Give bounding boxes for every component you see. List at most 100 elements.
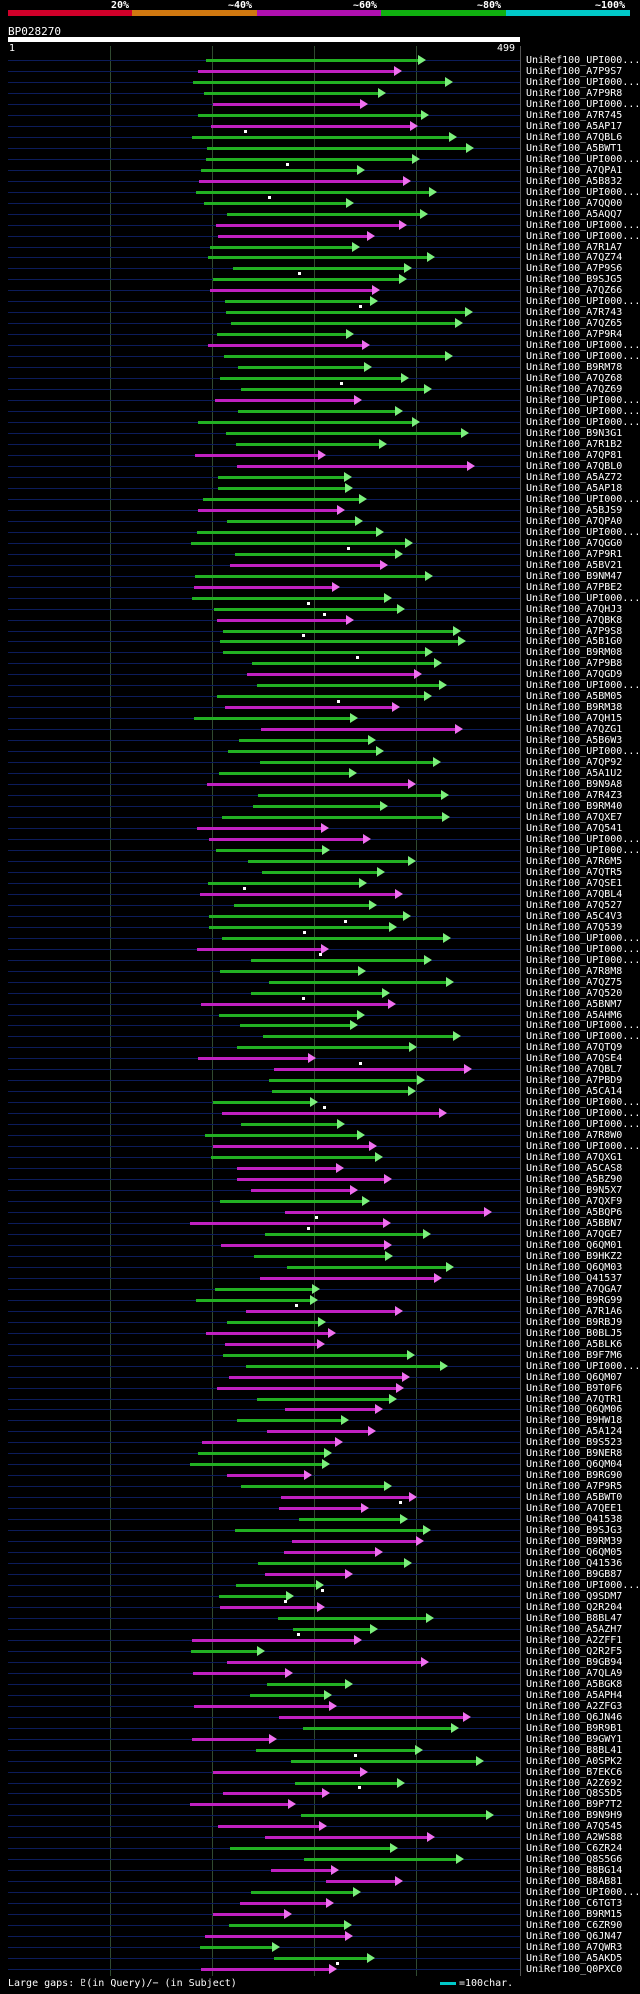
hit-label[interactable]: UniRef100_A7QP81 bbox=[526, 449, 623, 461]
hit-label[interactable]: UniRef100_A5APH4 bbox=[526, 1689, 623, 1701]
alignment-hit[interactable] bbox=[197, 526, 384, 537]
alignment-hit[interactable] bbox=[209, 833, 371, 844]
alignment-hit[interactable] bbox=[192, 129, 457, 142]
alignment-hit[interactable] bbox=[274, 1953, 375, 1964]
alignment-hit[interactable] bbox=[201, 996, 396, 1009]
hit-label[interactable]: UniRef100_UPI000... bbox=[526, 98, 640, 110]
alignment-hit[interactable] bbox=[210, 285, 380, 296]
hit-label[interactable]: UniRef100_Q0PXC0 bbox=[526, 1964, 623, 1976]
hit-label[interactable]: UniRef100_B9RBJ9 bbox=[526, 1316, 623, 1328]
alignment-hit[interactable] bbox=[291, 1753, 484, 1766]
alignment-hit[interactable] bbox=[195, 449, 326, 460]
hit-label[interactable]: UniRef100_A5AQQ7 bbox=[526, 208, 623, 220]
alignment-hit[interactable] bbox=[235, 1525, 431, 1536]
hit-label[interactable]: UniRef100_A7PBD9 bbox=[526, 1075, 623, 1087]
hit-label[interactable]: UniRef100_Q6QM07 bbox=[526, 1371, 623, 1383]
alignment-hit[interactable] bbox=[197, 943, 329, 954]
hit-label[interactable]: UniRef100_A5B6W3 bbox=[526, 735, 623, 747]
alignment-hit[interactable] bbox=[238, 362, 372, 373]
hit-label[interactable]: UniRef100_A7QGE7 bbox=[526, 1228, 623, 1240]
alignment-hit[interactable] bbox=[192, 592, 392, 603]
hit-label[interactable]: UniRef100_A7Q527 bbox=[526, 899, 623, 911]
hit-label[interactable]: UniRef100_A5BGK8 bbox=[526, 1678, 623, 1690]
alignment-hit[interactable] bbox=[217, 612, 354, 625]
alignment-hit[interactable] bbox=[208, 877, 367, 888]
alignment-hit[interactable] bbox=[190, 1459, 330, 1470]
hit-label[interactable]: UniRef100_Q6QM03 bbox=[526, 1261, 623, 1273]
hit-label[interactable]: UniRef100_UPI000... bbox=[526, 1580, 640, 1592]
hit-label[interactable]: UniRef100_A7R745 bbox=[526, 109, 623, 121]
hit-label[interactable]: UniRef100_A5A124 bbox=[526, 1426, 623, 1438]
alignment-hit[interactable] bbox=[223, 647, 433, 658]
hit-label[interactable]: UniRef100_A7QSE4 bbox=[526, 1053, 623, 1065]
hit-label[interactable]: UniRef100_A7PBE2 bbox=[526, 581, 623, 593]
hit-label[interactable]: UniRef100_UPI000... bbox=[526, 230, 640, 242]
hit-label[interactable]: UniRef100_A2WS88 bbox=[526, 1832, 623, 1844]
hit-label[interactable]: UniRef100_A5BM05 bbox=[526, 691, 623, 703]
hit-label[interactable]: UniRef100_A7QP92 bbox=[526, 757, 623, 769]
hit-label[interactable]: UniRef100_C6ZR24 bbox=[526, 1843, 623, 1855]
alignment-hit[interactable] bbox=[252, 656, 442, 669]
alignment-hit[interactable] bbox=[227, 1470, 312, 1481]
alignment-hit[interactable] bbox=[204, 195, 354, 208]
alignment-hit[interactable] bbox=[220, 1599, 325, 1612]
alignment-hit[interactable] bbox=[247, 669, 422, 680]
hit-label[interactable]: UniRef100_B9P7T2 bbox=[526, 1799, 623, 1811]
alignment-hit[interactable] bbox=[227, 1656, 429, 1667]
hit-label[interactable]: UniRef100_UPI000... bbox=[526, 1108, 640, 1120]
hit-label[interactable]: UniRef100_A7QBL7 bbox=[526, 1064, 623, 1076]
alignment-hit[interactable] bbox=[241, 1481, 392, 1492]
alignment-hit[interactable] bbox=[265, 1569, 353, 1580]
alignment-hit[interactable] bbox=[193, 1667, 293, 1678]
alignment-hit[interactable] bbox=[213, 1909, 292, 1920]
hit-label[interactable]: UniRef100_A7QEE1 bbox=[526, 1503, 623, 1515]
alignment-hit[interactable] bbox=[236, 1580, 324, 1591]
hit-label[interactable]: UniRef100_UPI000... bbox=[526, 1097, 640, 1109]
hit-label[interactable]: UniRef100_A7QLA9 bbox=[526, 1667, 623, 1679]
alignment-hit[interactable] bbox=[233, 263, 412, 274]
hit-label[interactable]: UniRef100_A5CAS8 bbox=[526, 1163, 623, 1175]
hit-label[interactable]: UniRef100_UPI000... bbox=[526, 219, 640, 231]
alignment-hit[interactable] bbox=[226, 428, 469, 439]
alignment-hit[interactable] bbox=[225, 296, 378, 307]
alignment-hit[interactable] bbox=[216, 219, 407, 230]
hit-label[interactable]: UniRef100_B0BLJ5 bbox=[526, 1327, 623, 1339]
alignment-hit[interactable] bbox=[223, 625, 461, 636]
hit-label[interactable]: UniRef100_UPI000... bbox=[526, 1141, 640, 1153]
hit-label[interactable]: UniRef100_B9RG99 bbox=[526, 1294, 623, 1306]
alignment-hit[interactable] bbox=[241, 382, 432, 395]
alignment-hit[interactable] bbox=[201, 162, 365, 175]
alignment-hit[interactable] bbox=[260, 1272, 442, 1283]
alignment-hit[interactable] bbox=[218, 482, 353, 493]
hit-label[interactable]: UniRef100_A5CA14 bbox=[526, 1086, 623, 1098]
alignment-hit[interactable] bbox=[287, 1261, 454, 1272]
alignment-hit[interactable] bbox=[220, 373, 409, 384]
hit-label[interactable]: UniRef100_A7R1A6 bbox=[526, 1305, 623, 1317]
alignment-hit[interactable] bbox=[203, 493, 367, 504]
hit-label[interactable]: UniRef100_A5BZ90 bbox=[526, 1174, 623, 1186]
hit-label[interactable]: UniRef100_Q6QM05 bbox=[526, 1547, 623, 1559]
alignment-hit[interactable] bbox=[225, 700, 400, 713]
hit-label[interactable]: UniRef100_A7P9S6 bbox=[526, 263, 623, 275]
alignment-hit[interactable] bbox=[236, 439, 387, 449]
hit-label[interactable]: UniRef100_A7QZ68 bbox=[526, 373, 623, 385]
hit-label[interactable]: UniRef100_UPI000... bbox=[526, 1887, 640, 1899]
alignment-hit[interactable] bbox=[278, 1612, 434, 1623]
hit-label[interactable]: UniRef100_UPI000... bbox=[526, 943, 640, 955]
alignment-hit[interactable] bbox=[271, 1865, 339, 1876]
alignment-hit[interactable] bbox=[301, 1810, 494, 1821]
alignment-hit[interactable] bbox=[246, 1303, 403, 1316]
hit-label[interactable]: UniRef100_Q9SDM7 bbox=[526, 1591, 623, 1602]
alignment-hit[interactable] bbox=[220, 634, 466, 647]
alignment-hit[interactable] bbox=[237, 460, 475, 471]
hit-label[interactable]: UniRef100_A7QH15 bbox=[526, 713, 623, 725]
alignment-hit[interactable] bbox=[237, 1415, 349, 1426]
hit-label[interactable]: UniRef100_UPI000... bbox=[526, 55, 640, 66]
alignment-hit[interactable] bbox=[206, 1327, 336, 1338]
alignment-hit[interactable] bbox=[213, 1097, 318, 1108]
alignment-hit[interactable] bbox=[295, 1777, 405, 1788]
alignment-hit[interactable] bbox=[223, 1786, 361, 1799]
alignment-hit[interactable] bbox=[200, 1942, 280, 1953]
alignment-hit[interactable] bbox=[223, 1349, 415, 1360]
hit-label[interactable]: UniRef100_B8BL41 bbox=[526, 1744, 623, 1756]
